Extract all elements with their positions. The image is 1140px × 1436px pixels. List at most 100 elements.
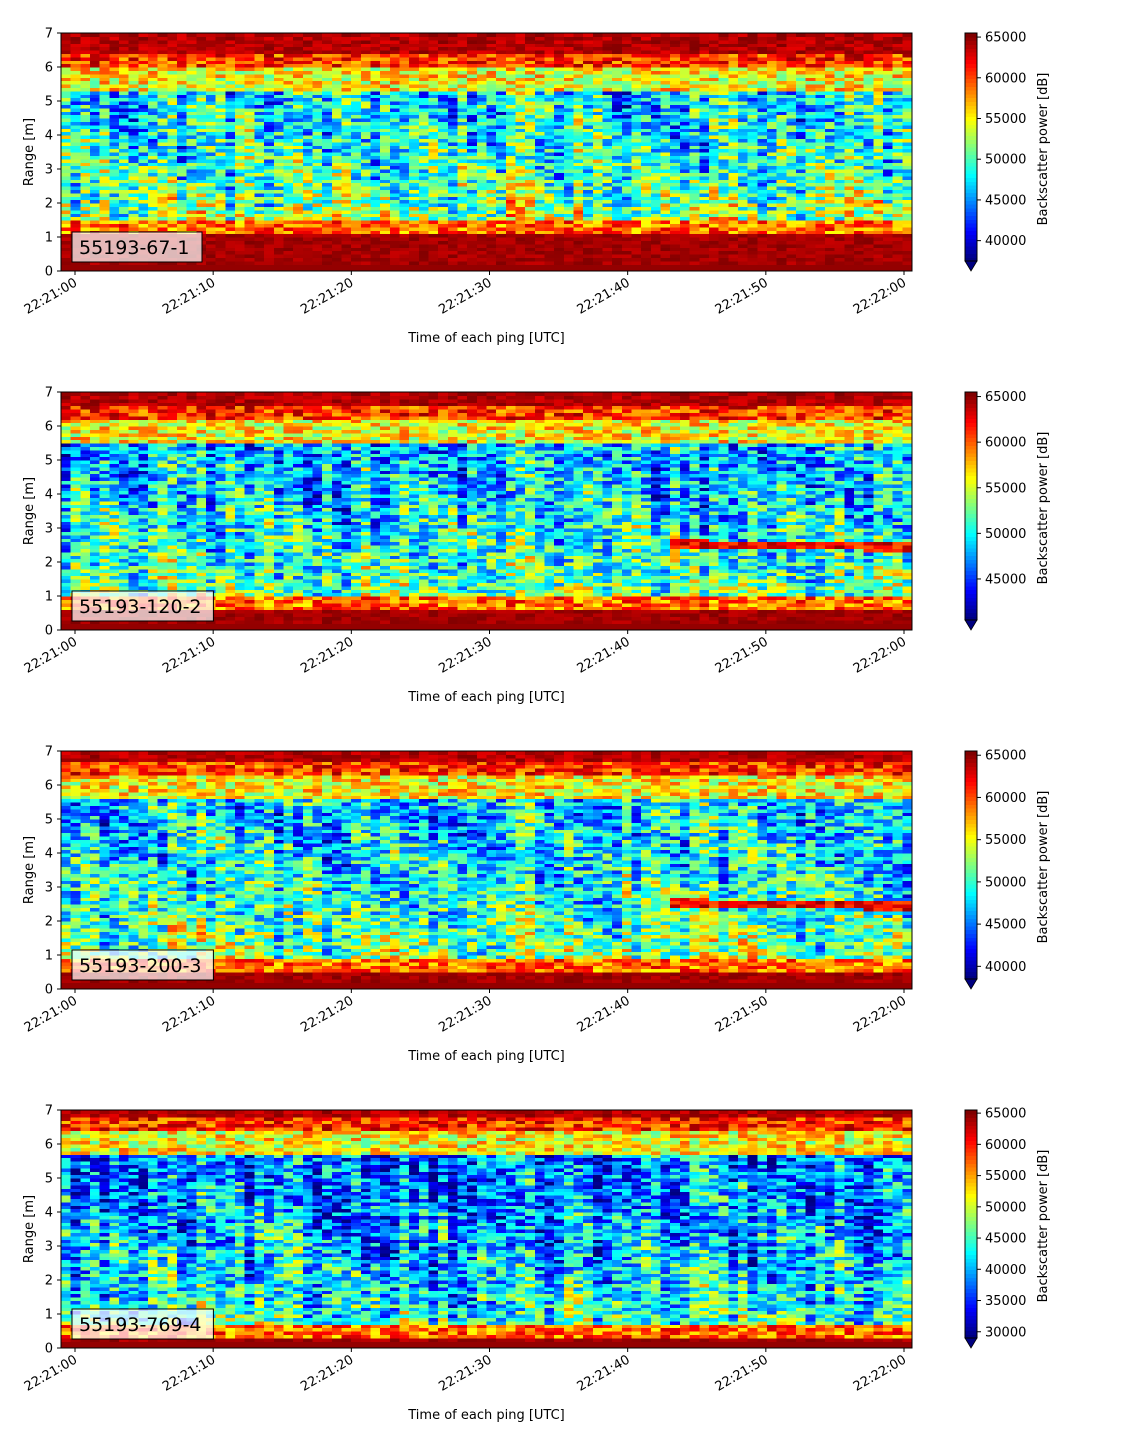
panel-2: 0 1 2 3 4 5 6 7 22:21:00 22:21:10 22:21:20 22:21:30… <box>22 386 1051 706</box>
x-tick-label: 22:21:00 <box>22 1352 80 1394</box>
x-axis-label: Time of each ping [UTC] <box>407 1408 565 1423</box>
panel-1: 0 1 2 3 4 5 6 7 22:21:00 22:21:10 22:21:20 22:21:30… <box>22 27 1051 347</box>
x-tick-label: 22:21:50 <box>713 634 771 676</box>
y-tick-label: 5 <box>45 95 53 110</box>
y-tick-label: 5 <box>45 454 53 469</box>
y-tick-label: 7 <box>45 27 53 42</box>
x-tick-label: 22:21:10 <box>160 634 218 676</box>
colorbar-tick-label: 45000 <box>985 572 1026 587</box>
heatmap-cells <box>61 751 913 990</box>
x-tick-label: 22:21:00 <box>22 275 80 317</box>
colorbar-extend-min <box>964 619 978 631</box>
plot-frame <box>60 391 913 631</box>
y-tick-label: 6 <box>45 779 53 794</box>
y-tick-label: 5 <box>45 1172 53 1187</box>
colorbar-tick-label: 35000 <box>985 1294 1026 1309</box>
colorbar-tick-label: 55000 <box>985 1169 1026 1184</box>
colorbar-tick-label: 65000 <box>985 390 1026 405</box>
colorbar: 45000 50000 55000 60000 65000 Backscatter pow… <box>964 390 1051 631</box>
y-tick-label: 0 <box>45 1342 53 1357</box>
x-tick-label: 22:21:00 <box>22 993 80 1035</box>
colorbar-tick-label: 65000 <box>985 749 1026 764</box>
heatmap-cells <box>61 33 913 272</box>
y-tick-label: 6 <box>45 420 53 435</box>
y-axis-label: Range [m] <box>22 118 37 186</box>
x-tick-label: 22:21:30 <box>436 993 494 1035</box>
y-tick-label: 2 <box>45 197 53 212</box>
x-axis-label: Time of each ping [UTC] <box>407 690 565 705</box>
y-axis-label: Range [m] <box>22 477 37 545</box>
x-tick-label: 22:21:20 <box>298 1352 356 1394</box>
y-tick-label: 6 <box>45 1138 53 1153</box>
x-tick-label: 22:21:30 <box>436 634 494 676</box>
x-tick-label: 22:21:00 <box>22 634 80 676</box>
colorbar-tick-label: 50000 <box>985 527 1026 542</box>
colorbar-extend-min <box>964 260 978 272</box>
colorbar-tick-label: 60000 <box>985 791 1026 806</box>
x-tick-label: 22:21:20 <box>298 634 356 676</box>
panel-label: 55193-120-2 <box>71 590 214 622</box>
colorbar-tick-label: 65000 <box>985 31 1026 46</box>
x-tick-label: 22:21:30 <box>436 1352 494 1394</box>
y-tick-label: 1 <box>45 590 53 605</box>
colorbar: 40000 45000 50000 55000 60000 65000 Backscatte… <box>964 749 1051 990</box>
y-tick-label: 7 <box>45 1104 53 1119</box>
colorbar-tick-label: 60000 <box>985 1138 1026 1153</box>
colorbar-label: Backscatter power [dB] <box>1036 791 1051 944</box>
y-tick-label: 2 <box>45 1274 53 1289</box>
x-axis-label: Time of each ping [UTC] <box>407 331 565 346</box>
x-tick-label: 22:22:00 <box>851 1352 909 1394</box>
panel-label: 55193-67-1 <box>71 231 203 263</box>
panel-label: 55193-200-3 <box>71 949 214 981</box>
y-axis-label: Range [m] <box>22 836 37 904</box>
colorbar: 30000 35000 40000 45000 50000 55000 60000 65000… <box>964 1107 1051 1349</box>
y-tick-label: 1 <box>45 949 53 964</box>
x-tick-label: 22:21:20 <box>298 993 356 1035</box>
x-tick-label: 22:21:10 <box>160 275 218 317</box>
colorbar-tick-label: 30000 <box>985 1325 1026 1340</box>
y-tick-label: 7 <box>45 745 53 760</box>
y-tick-label: 5 <box>45 813 53 828</box>
y-tick-label: 4 <box>45 1206 53 1221</box>
x-tick-label: 22:22:00 <box>851 634 909 676</box>
colorbar-label: Backscatter power [dB] <box>1036 1150 1051 1303</box>
x-tick-label: 22:21:20 <box>298 275 356 317</box>
y-tick-label: 0 <box>45 624 53 639</box>
y-tick-label: 1 <box>45 231 53 246</box>
y-axis-label: Range [m] <box>22 1195 37 1263</box>
y-tick-label: 4 <box>45 129 53 144</box>
y-tick-label: 0 <box>45 265 53 280</box>
colorbar-tick-label: 45000 <box>985 1232 1026 1247</box>
colorbar-tick-label: 40000 <box>985 1263 1026 1278</box>
y-tick-label: 4 <box>45 488 53 503</box>
panel-label: 55193-769-4 <box>71 1308 214 1340</box>
y-tick-label: 4 <box>45 847 53 862</box>
plot-frame <box>60 32 913 272</box>
heatmap-cells <box>61 1110 913 1349</box>
colorbar-tick-label: 60000 <box>985 436 1026 451</box>
x-axis-label: Time of each ping [UTC] <box>407 1049 565 1064</box>
y-tick-label: 7 <box>45 386 53 401</box>
colorbar: 40000 45000 50000 55000 60000 65000 Backscatte… <box>964 31 1051 272</box>
panel-3: 0 1 2 3 4 5 6 7 22:21:00 22:21:10 22:21:20 22:21:30… <box>22 745 1051 1065</box>
y-tick-label: 3 <box>45 522 53 537</box>
x-tick-label: 22:21:50 <box>713 993 771 1035</box>
x-tick-label: 22:21:40 <box>575 1352 633 1394</box>
colorbar-tick-label: 55000 <box>985 112 1026 127</box>
x-tick-label: 22:21:40 <box>575 634 633 676</box>
y-tick-label: 3 <box>45 881 53 896</box>
x-tick-label: 22:21:50 <box>713 1352 771 1394</box>
colorbar-tick-label: 55000 <box>985 481 1026 496</box>
panel-4: 0 1 2 3 4 5 6 7 22:21:00 22:21:10 22:21:20 22:21:30… <box>22 1104 1051 1424</box>
colorbar-tick-label: 40000 <box>985 960 1026 975</box>
colorbar-tick-label: 60000 <box>985 71 1026 86</box>
plot-frame <box>60 750 913 990</box>
x-tick-label: 22:21:10 <box>160 1352 218 1394</box>
colorbar-extend-min <box>964 1337 978 1349</box>
x-tick-label: 22:21:40 <box>575 993 633 1035</box>
colorbar-tick-label: 50000 <box>985 875 1026 890</box>
colorbar-label: Backscatter power [dB] <box>1036 432 1051 585</box>
y-tick-label: 6 <box>45 61 53 76</box>
x-tick-label: 22:21:10 <box>160 993 218 1035</box>
